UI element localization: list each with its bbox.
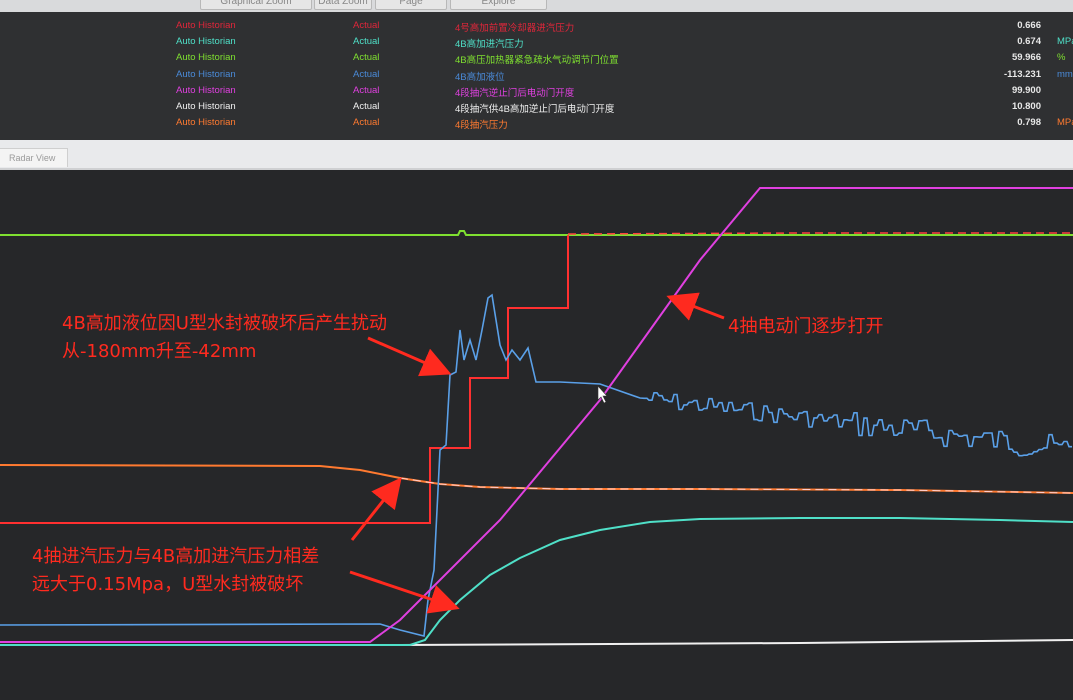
toolbar: Graphical Zoom Data Zoom Page Explore (0, 0, 1073, 12)
explore-button[interactable]: Explore (450, 0, 547, 10)
trend-chart[interactable]: 4B高加液位因U型水封被破坏后产生扰动 从-180mm升至-42mm 4抽电动门… (0, 170, 1073, 700)
legend-row[interactable]: Auto Historian Actual 4段抽汽供4B高加逆止门后电动门开度 10… (0, 101, 1073, 117)
legend-type: Actual (353, 20, 380, 31)
legend-type: Actual (353, 68, 380, 80)
annotation-arrows (349, 292, 725, 614)
legend-value: 99.900 (1011, 84, 1041, 96)
legend-row[interactable]: Auto Historian Actual 4段抽汽逆止门后电动门开度 99.900 (0, 85, 1073, 101)
data-zoom-button[interactable]: Data Zoom (314, 0, 372, 10)
legend-unit: mm (1057, 68, 1073, 80)
trace-blue-heater-level (0, 293, 1072, 637)
legend-type: Actual (353, 36, 380, 48)
legend-tag-name: 4段抽汽供4B高加逆止门后电动门开度 (455, 104, 615, 115)
legend-source: Auto Historian (176, 84, 236, 96)
trace-red-precooler-pressure (0, 235, 569, 524)
trace-orange-extraction-pressure (0, 464, 1073, 494)
legend-value: -113.231 (1004, 68, 1041, 80)
legend-row[interactable]: Auto Historian Actual 4号高加前置冷却器进汽压力 0.666 (0, 20, 1073, 36)
mouse-cursor-icon (597, 385, 608, 404)
legend-value: 0.666 (1017, 20, 1041, 31)
tab-bar: Radar View (0, 140, 1073, 170)
trace-red-dashed-a (567, 232, 1073, 235)
trace-magenta-valve-opening (0, 187, 1073, 643)
legend-tag-name: 4B高加进汽压力 (455, 39, 524, 51)
annotation-level-line1: 4B高加液位因U型水封被破坏后产生扰动 (62, 313, 387, 334)
annotation-level-line2: 从-180mm升至-42mm (62, 341, 257, 362)
page-button[interactable]: Page (375, 0, 447, 10)
legend-type: Actual (353, 52, 380, 64)
legend-tag-name: 4号高加前置冷却器进汽压力 (455, 23, 575, 34)
annotation-pressure-line1: 4抽进汽压力与4B高加进汽压力相差 (32, 546, 320, 567)
trace-red-dashed-b (399, 477, 1073, 494)
legend-type: Actual (353, 117, 380, 129)
legend-row[interactable]: Auto Historian Actual 4段抽汽压力 0.798 MPa (0, 117, 1073, 133)
legend-source: Auto Historian (176, 117, 236, 129)
tab-radar-view[interactable]: Radar View (0, 148, 69, 167)
legend-row[interactable]: Auto Historian Actual 4B高加进汽压力 0.674 MPa (0, 36, 1073, 52)
legend-value: 0.674 (1017, 36, 1041, 48)
legend-tag-name: 4段抽汽逆止门后电动门开度 (455, 87, 575, 99)
legend-row[interactable]: Auto Historian Actual 4B高加液位 -113.231 mm (0, 69, 1073, 85)
graphical-zoom-button[interactable]: Graphical Zoom (200, 0, 312, 10)
annotation-valve: 4抽电动门逐步打开 (728, 316, 884, 337)
legend-unit: % (1057, 52, 1066, 64)
legend-source: Auto Historian (176, 20, 236, 31)
legend-tag-name: 4段抽汽压力 (455, 120, 508, 132)
legend-tag-name: 4B高压加热器紧急疏水气动调节门位置 (455, 55, 619, 67)
legend-unit: MPa (1057, 36, 1073, 48)
annotation-pressure-line2: 远大于0.15Mpa，U型水封被破坏 (32, 574, 304, 595)
legend-tag-name: 4B高加液位 (455, 71, 505, 83)
legend-value: 10.800 (1011, 101, 1041, 112)
legend-type: Actual (353, 101, 380, 112)
legend-value: 0.798 (1017, 117, 1041, 129)
legend-source: Auto Historian (176, 36, 236, 48)
trend-plot (0, 187, 1073, 646)
legend-source: Auto Historian (176, 68, 236, 80)
legend-row[interactable]: Auto Historian Actual 4B高压加热器紧急疏水气动调节门位置 59… (0, 52, 1073, 68)
legend-unit: MPa (1057, 117, 1073, 129)
trace-cyan-heater-pressure (0, 517, 1073, 646)
legend-source: Auto Historian (176, 52, 236, 64)
legend-type: Actual (353, 84, 380, 96)
legend-value: 59.966 (1011, 52, 1041, 64)
legend-source: Auto Historian (176, 101, 236, 112)
trend-legend: Auto Historian Actual 4号高加前置冷却器进汽压力 0.666 Au… (0, 12, 1073, 140)
